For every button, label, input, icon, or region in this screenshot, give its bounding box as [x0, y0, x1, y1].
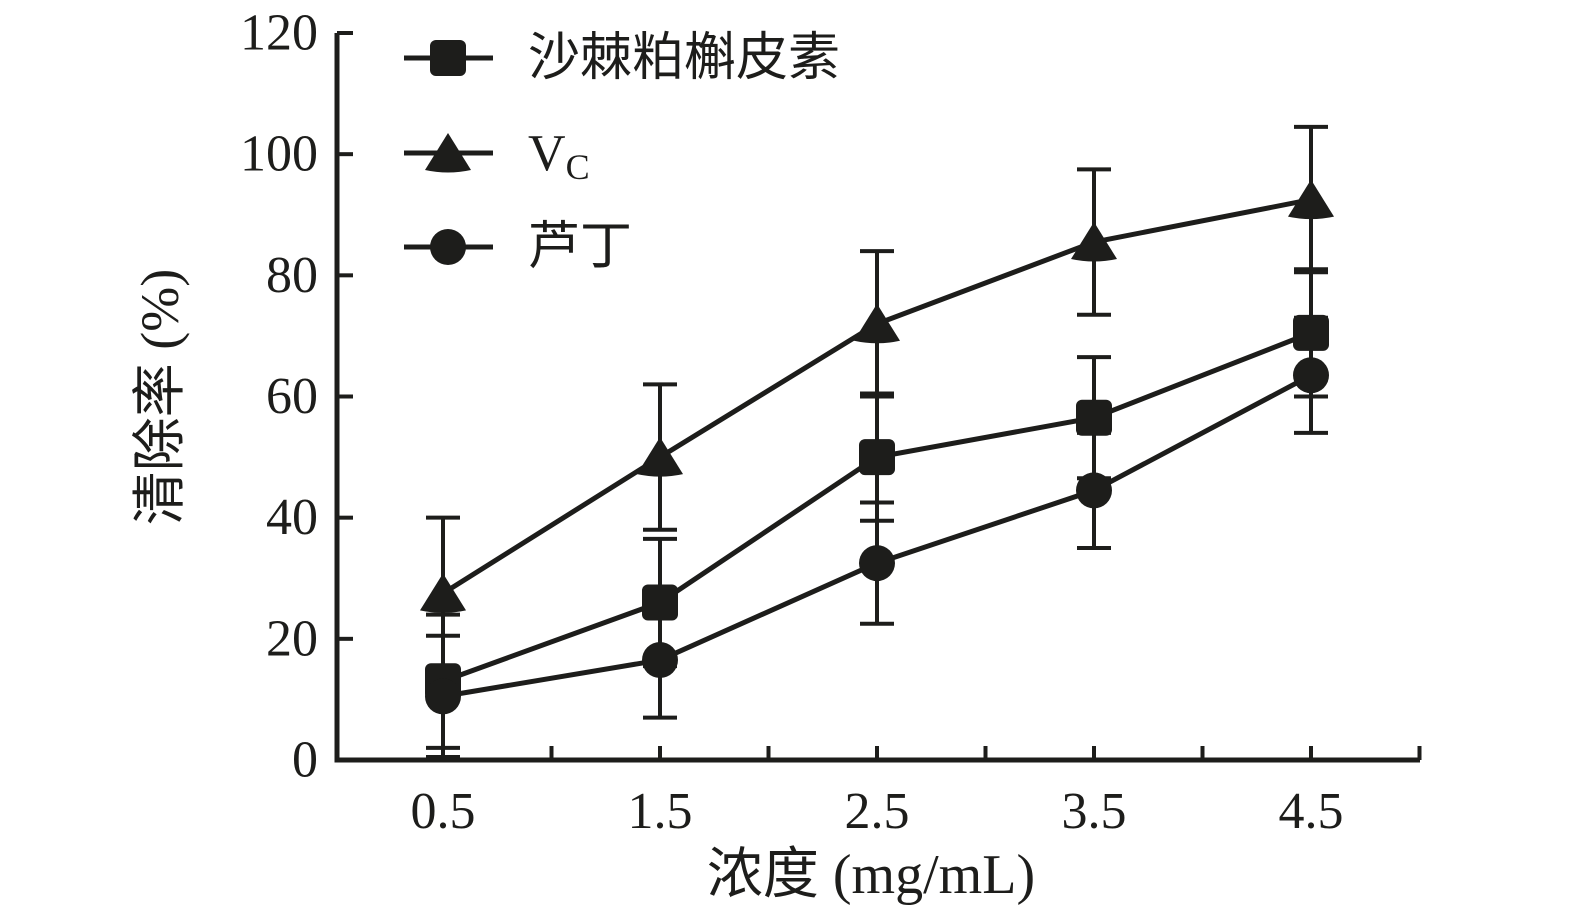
marker-circle [1076, 472, 1112, 509]
marker-circle [642, 642, 678, 679]
y-tick-label: 100 [240, 126, 318, 183]
y-tick-label: 60 [266, 368, 318, 425]
y-tick-label: 0 [292, 732, 318, 789]
legend-marker-circle [430, 229, 466, 265]
marker-square [1293, 314, 1329, 351]
legend-label-triangle: VC [528, 125, 590, 188]
legend-marker-square [430, 40, 466, 76]
x-tick-label: 3.5 [1062, 783, 1127, 840]
marker-square [859, 439, 895, 476]
marker-square [642, 584, 678, 621]
x-axis-title: 浓度 (mg/mL) [707, 844, 1035, 906]
y-tick-label: 20 [266, 610, 318, 667]
marker-triangle [637, 437, 683, 477]
x-tick-label: 4.5 [1279, 783, 1344, 840]
legend-label-square: 沙棘粕槲皮素 [528, 30, 840, 87]
marker-circle [859, 545, 895, 582]
marker-triangle [1071, 222, 1117, 262]
x-tick-label: 2.5 [845, 783, 910, 840]
marker-triangle [420, 573, 466, 613]
marker-circle [425, 678, 461, 715]
y-axis-title: 清除率 (%) [130, 269, 190, 525]
legend-label-circle: 芦丁 [528, 219, 632, 276]
marker-square [1076, 399, 1112, 436]
y-tick-label: 80 [266, 247, 318, 304]
legend-marker-triangle [425, 133, 471, 173]
marker-triangle [854, 303, 900, 344]
marker-circle [1293, 357, 1329, 394]
y-tick-label: 120 [240, 5, 318, 62]
y-tick-label: 40 [266, 489, 318, 546]
x-tick-label: 0.5 [411, 783, 476, 840]
marker-triangle [1288, 179, 1334, 220]
x-tick-label: 1.5 [628, 783, 693, 840]
